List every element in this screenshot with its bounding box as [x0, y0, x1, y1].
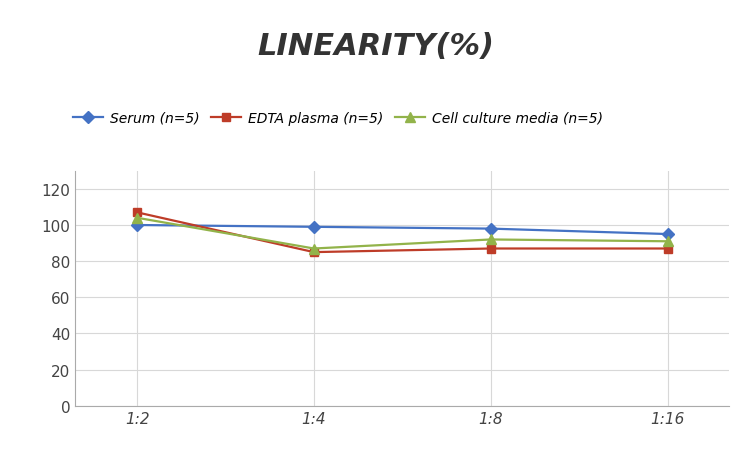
Text: LINEARITY(%): LINEARITY(%): [257, 32, 495, 60]
EDTA plasma (n=5): [663, 246, 672, 252]
Legend: Serum (n=5), EDTA plasma (n=5), Cell culture media (n=5): Serum (n=5), EDTA plasma (n=5), Cell cul…: [67, 106, 609, 131]
EDTA plasma (n=5): [487, 246, 496, 252]
Cell culture media (n=5): [309, 246, 318, 252]
Serum (n=5): [487, 226, 496, 232]
EDTA plasma (n=5): [309, 250, 318, 255]
Serum (n=5): [132, 223, 141, 228]
Cell culture media (n=5): [487, 237, 496, 243]
EDTA plasma (n=5): [132, 210, 141, 216]
Serum (n=5): [663, 232, 672, 237]
Line: Cell culture media (n=5): Cell culture media (n=5): [132, 213, 672, 254]
Cell culture media (n=5): [663, 239, 672, 244]
Line: Serum (n=5): Serum (n=5): [133, 221, 672, 239]
Line: EDTA plasma (n=5): EDTA plasma (n=5): [133, 209, 672, 257]
Cell culture media (n=5): [132, 216, 141, 221]
Serum (n=5): [309, 225, 318, 230]
